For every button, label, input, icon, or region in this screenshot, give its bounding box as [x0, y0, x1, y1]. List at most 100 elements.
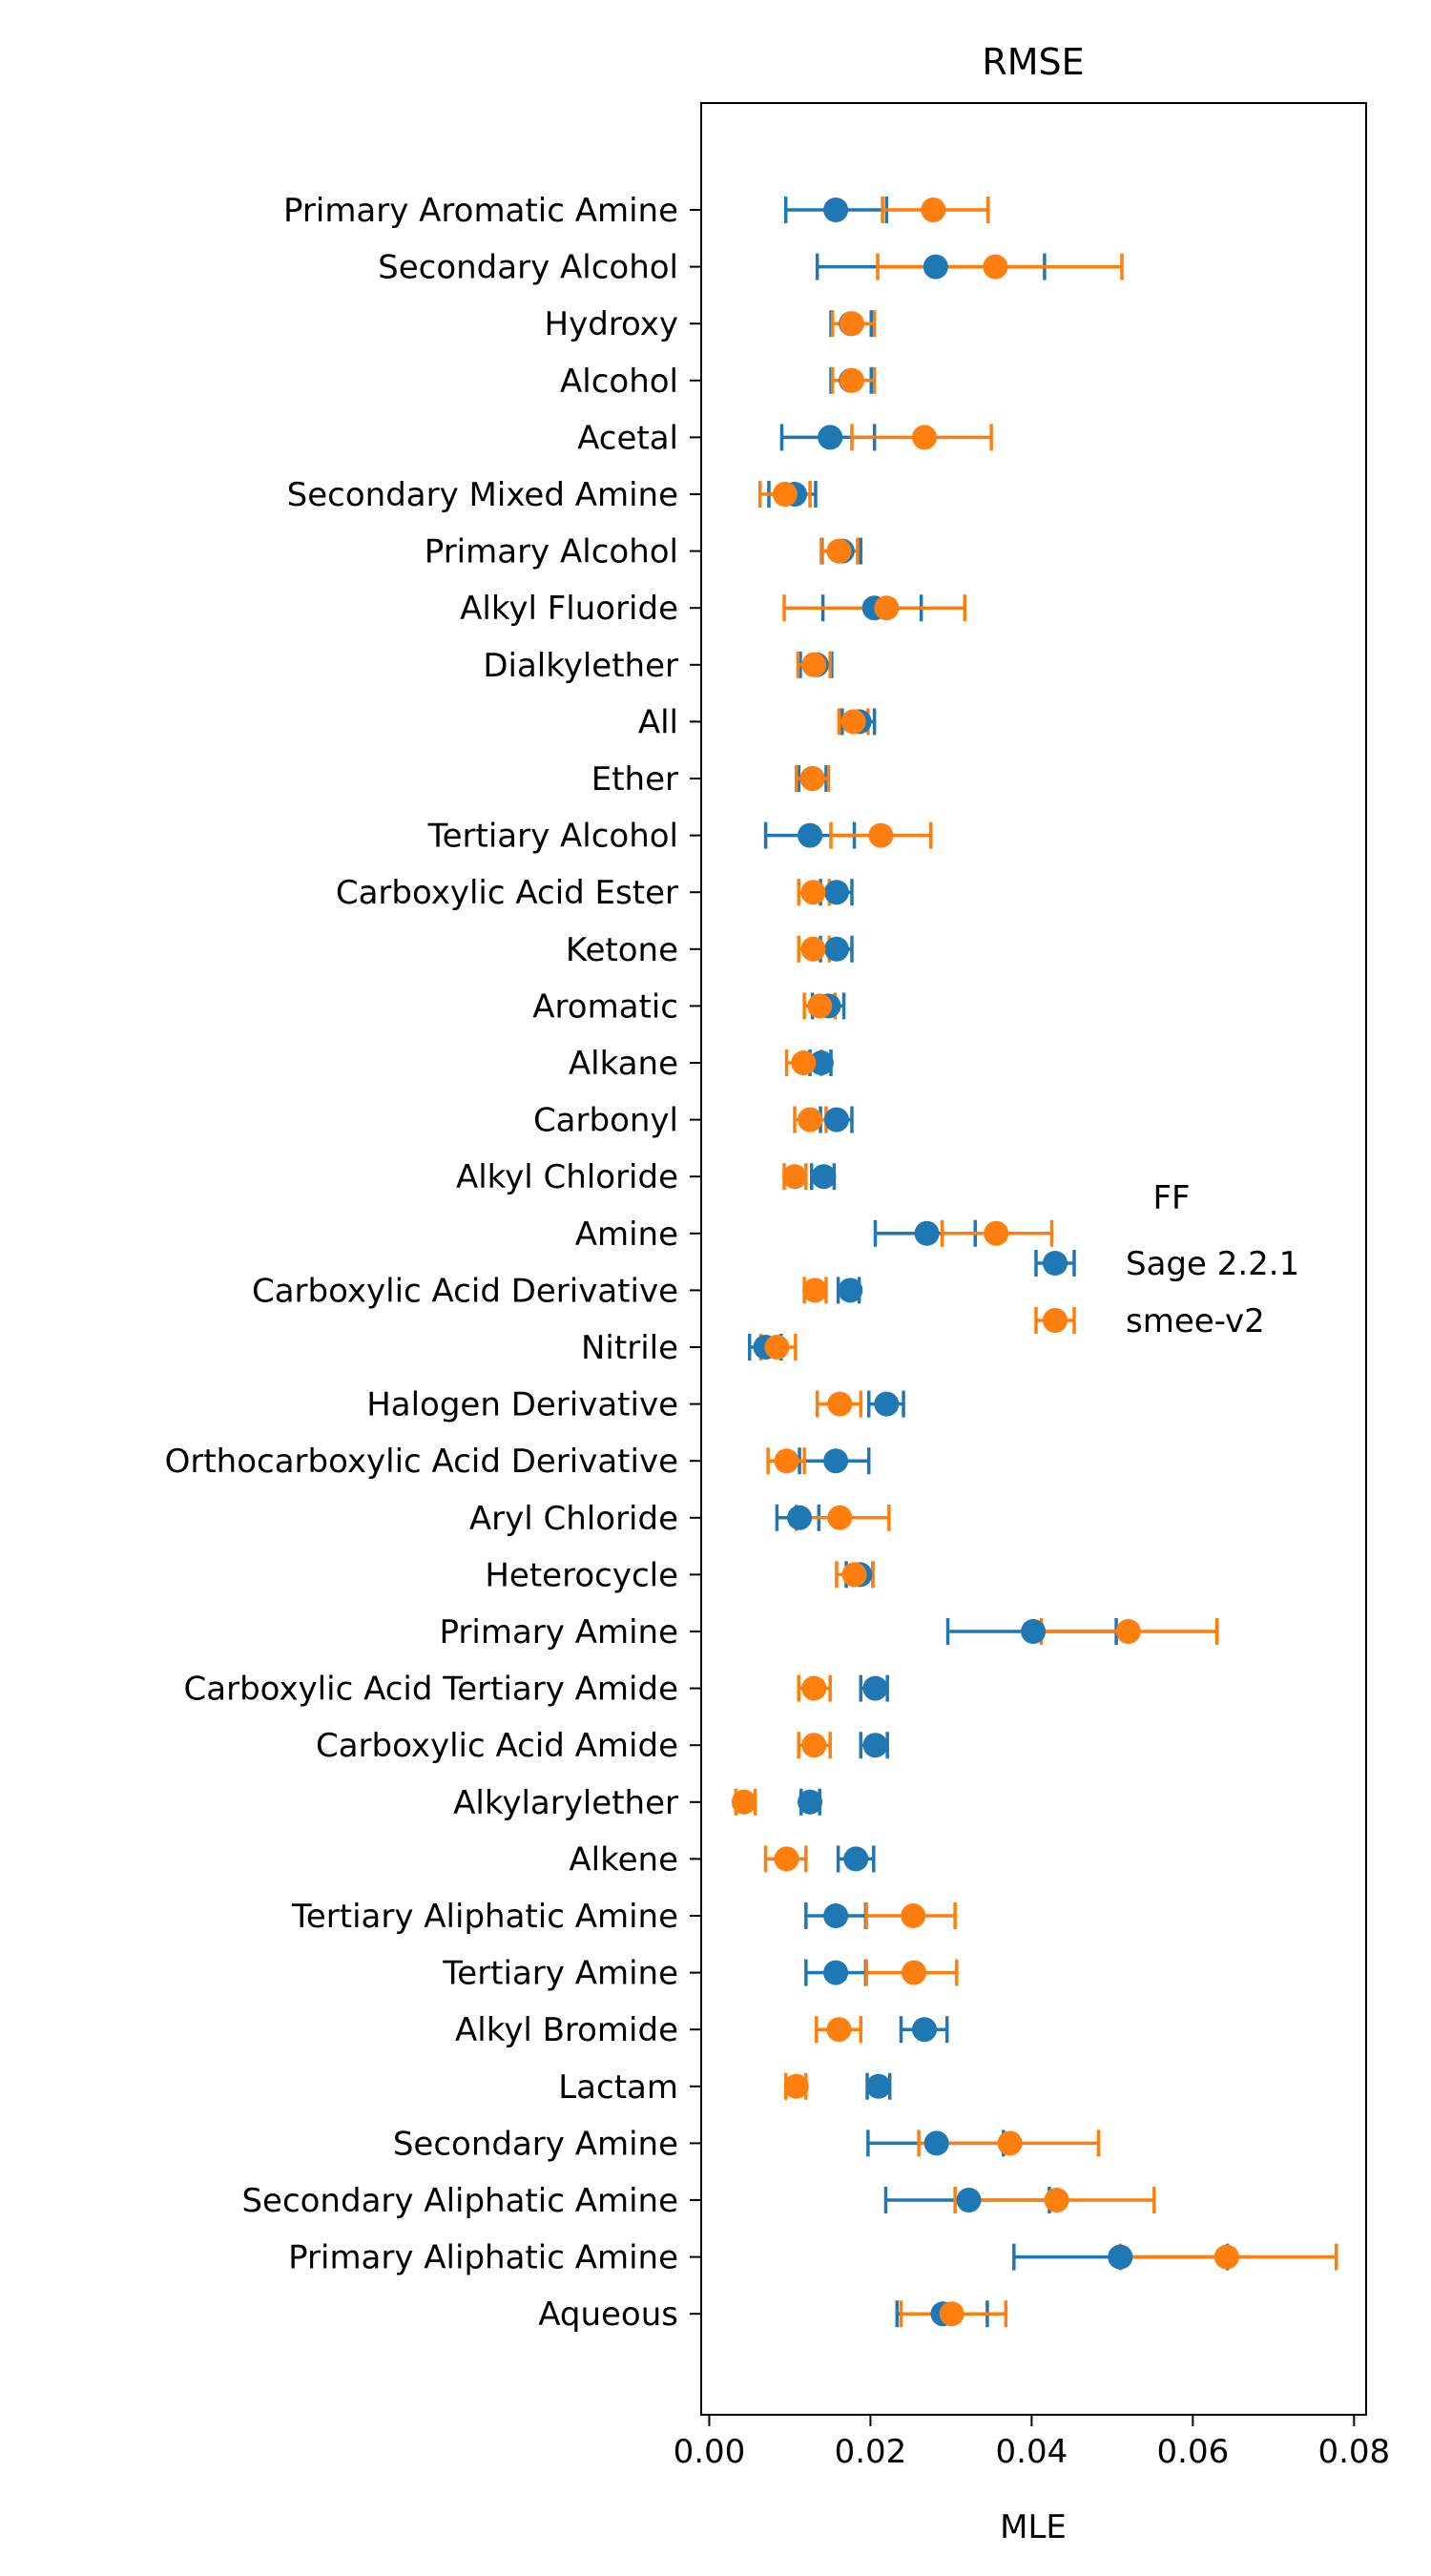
data-point	[823, 1960, 849, 1985]
y-tick-label: Hydroxy	[545, 305, 679, 343]
data-point	[843, 1846, 869, 1872]
data-point	[808, 1050, 834, 1075]
data-point	[840, 709, 866, 735]
data-point	[787, 1505, 813, 1530]
y-tick-label: Carboxylic Acid Tertiary Amide	[184, 1671, 678, 1709]
y-tick-label: Heterocycle	[485, 1556, 678, 1594]
data-point	[827, 1505, 853, 1530]
data-point	[939, 2301, 964, 2327]
y-tick-label: Carboxylic Acid Amide	[316, 1727, 678, 1765]
x-tick-label: 0.02	[835, 2433, 907, 2471]
legend-marker-point	[1043, 1308, 1068, 1333]
data-point	[868, 822, 894, 848]
y-tick-label: Alkyl Chloride	[456, 1158, 678, 1196]
data-point	[772, 482, 798, 507]
y-tick-label: Alkylarylether	[453, 1784, 678, 1822]
data-point	[801, 1733, 827, 1758]
x-tick-label: 0.04	[996, 2433, 1068, 2471]
data-point	[823, 1107, 849, 1132]
legend-title: FF	[1152, 1179, 1190, 1217]
data-point	[823, 197, 849, 222]
data-point	[802, 1278, 828, 1303]
y-tick-label: Secondary Mixed Amine	[287, 476, 678, 514]
y-tick-label: Alkene	[569, 1840, 678, 1879]
data-point	[827, 1391, 853, 1417]
y-tick-label: Alcohol	[560, 363, 678, 401]
data-point	[1044, 2188, 1069, 2212]
y-tick-label: Acetal	[577, 419, 678, 457]
data-point	[984, 1220, 1009, 1246]
data-points	[731, 197, 1239, 2327]
y-tick-label: Secondary Amine	[393, 2125, 678, 2163]
y-tick-label: Tertiary Aliphatic Amine	[291, 1898, 678, 1936]
y-tick-label: Dialkylether	[483, 647, 678, 685]
chart-title: RMSE	[982, 41, 1084, 83]
data-point	[862, 1675, 888, 1701]
data-point	[801, 1675, 827, 1701]
y-tick-label: Secondary Alcohol	[378, 249, 678, 287]
data-point	[801, 652, 827, 677]
data-point	[865, 2073, 891, 2099]
data-point	[798, 822, 823, 848]
y-tick-label: Primary Aromatic Amine	[283, 192, 678, 230]
y-tick-label: Alkyl Bromide	[455, 2011, 678, 2049]
category-labels: Primary Aromatic Amine Secondary Alcohol H…	[165, 192, 701, 2334]
data-point	[798, 1107, 823, 1132]
legend: FF Sage 2.2.1 smee-v2	[1034, 1179, 1299, 1340]
data-point	[823, 880, 849, 905]
data-point	[800, 880, 826, 905]
y-tick-label: Tertiary Alcohol	[427, 818, 678, 856]
data-point	[731, 1789, 757, 1815]
y-tick-label: Primary Amine	[440, 1613, 678, 1652]
y-tick-label: Alkyl Fluoride	[460, 590, 678, 628]
legend-marker-point	[1043, 1251, 1068, 1276]
x-tick-label: 0.08	[1317, 2433, 1390, 2471]
data-point	[783, 2073, 809, 2099]
y-tick-label: Carboxylic Acid Derivative	[252, 1272, 678, 1310]
data-point	[1115, 1619, 1141, 1644]
data-point	[799, 766, 825, 791]
data-point	[923, 2130, 949, 2156]
y-tick-label: Aqueous	[538, 2296, 678, 2334]
data-point	[923, 254, 948, 280]
y-tick-label: Halogen Derivative	[366, 1386, 678, 1424]
data-point	[818, 425, 843, 450]
plot-frame	[700, 102, 1367, 2416]
y-tick-label: Amine	[575, 1215, 678, 1254]
data-point	[1021, 1619, 1047, 1644]
y-tick-label: Tertiary Amine	[442, 1955, 678, 1993]
data-point	[839, 311, 864, 337]
data-point	[826, 2017, 852, 2043]
y-tick-label: Ketone	[566, 931, 678, 969]
data-point	[782, 1164, 808, 1190]
y-tick-label: All	[638, 703, 678, 741]
data-point	[902, 1960, 927, 1985]
y-tick-label: Carbonyl	[533, 1102, 678, 1140]
y-tick-label: Lactam	[558, 2068, 678, 2107]
data-point	[862, 1733, 888, 1758]
legend-entry-label: smee-v2	[1126, 1302, 1265, 1340]
y-tick-label: Secondary Aliphatic Amine	[241, 2182, 678, 2220]
x-axis-ticks: 0.00 0.02 0.04 0.06 0.08	[674, 2415, 1390, 2471]
data-point	[983, 254, 1008, 280]
x-tick-label: 0.06	[1157, 2433, 1230, 2471]
data-point	[823, 936, 849, 962]
data-point	[764, 1335, 790, 1360]
x-axis-label: MLE	[1000, 2508, 1067, 2546]
data-point	[901, 1903, 926, 1928]
data-point	[807, 993, 833, 1019]
y-tick-label: Aromatic	[532, 987, 678, 1026]
data-point	[774, 1846, 799, 1872]
data-point	[914, 1220, 940, 1246]
data-point	[912, 425, 938, 450]
legend-entry-label: Sage 2.2.1	[1126, 1245, 1299, 1283]
y-tick-label: Ether	[591, 760, 678, 799]
data-point	[841, 1562, 867, 1588]
data-point	[912, 2017, 938, 2043]
data-point	[874, 595, 900, 621]
y-tick-label: Carboxylic Acid Ester	[336, 874, 678, 912]
data-point	[798, 1789, 823, 1815]
data-point	[823, 1903, 849, 1928]
data-point	[839, 367, 864, 393]
